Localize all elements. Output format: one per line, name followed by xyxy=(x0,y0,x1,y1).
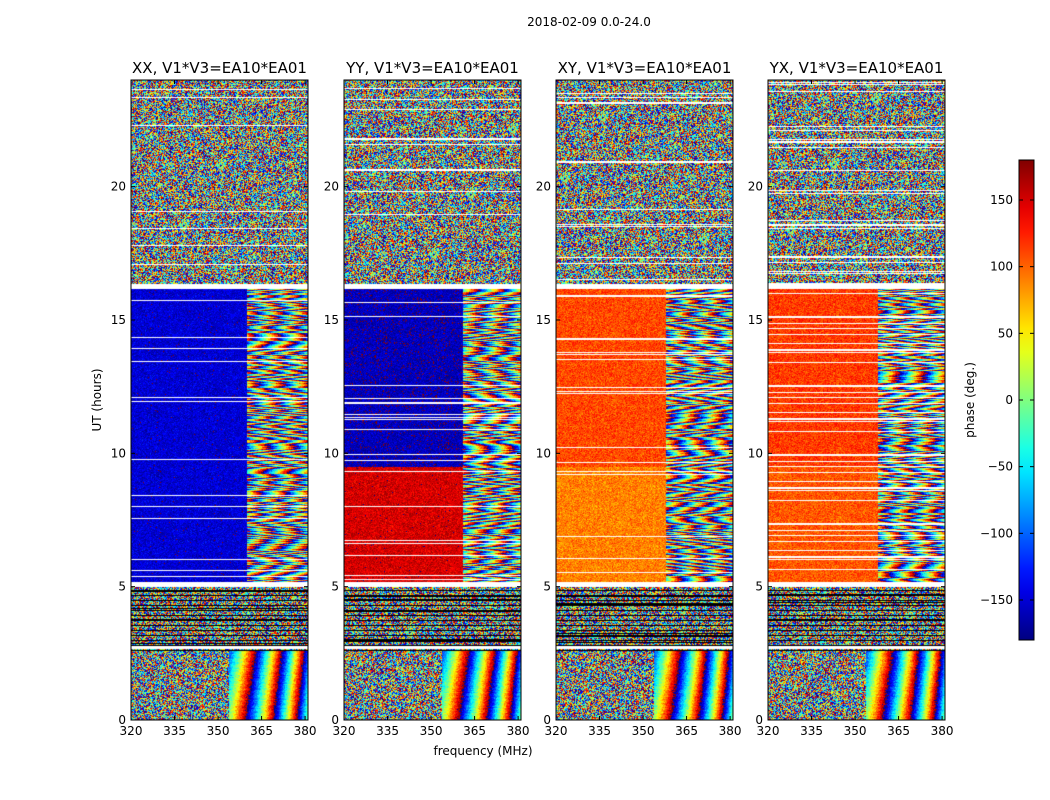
colorbar-tick-label: 150 xyxy=(990,193,1013,207)
x-tick-label: 335 xyxy=(800,724,823,738)
y-tick-label: 10 xyxy=(536,446,551,460)
x-tick-label: 350 xyxy=(844,724,867,738)
heatmap-yy xyxy=(344,80,521,720)
x-tick-label: 350 xyxy=(632,724,655,738)
x-tick-label: 320 xyxy=(757,724,780,738)
panel-title: XX, V1*V3=EA10*EA01 xyxy=(132,59,307,77)
y-tick-label: 15 xyxy=(536,313,551,327)
y-tick-label: 15 xyxy=(111,313,126,327)
x-tick-label: 380 xyxy=(507,724,530,738)
panel-xy: XY, V1*V3=EA10*EA01 320 335 350 365 380 0 5 10 15… xyxy=(536,59,742,738)
y-tick-label: 15 xyxy=(748,313,763,327)
x-tick-label: 350 xyxy=(207,724,230,738)
y-tick-label: 5 xyxy=(755,580,763,594)
y-tick-label: 0 xyxy=(755,713,763,727)
heatmap-xy xyxy=(556,80,733,720)
x-tick-label: 320 xyxy=(333,724,356,738)
y-axis-label: UT (hours) xyxy=(90,368,104,431)
x-tick-label: 365 xyxy=(463,724,486,738)
panel-title: YY, V1*V3=EA10*EA01 xyxy=(345,59,519,77)
x-tick-label: 380 xyxy=(931,724,954,738)
panel-xx: XX, V1*V3=EA10*EA01 320 335 350 365 380 0 5 10 15… xyxy=(111,59,317,738)
colorbar-tick-label: −50 xyxy=(988,460,1013,474)
panel-frame xyxy=(343,79,522,721)
x-tick-label: 365 xyxy=(250,724,273,738)
x-tick-label: 380 xyxy=(294,724,317,738)
heatmap-xx xyxy=(131,80,308,720)
x-tick-label: 320 xyxy=(545,724,568,738)
y-tick-label: 20 xyxy=(324,180,339,194)
y-tick-label: 20 xyxy=(748,180,763,194)
colorbar: 150 100 50 0 −50 −100 −150 xyxy=(980,159,1035,641)
y-tick-label: 10 xyxy=(111,446,126,460)
x-tick-label: 320 xyxy=(120,724,143,738)
y-tick-label: 0 xyxy=(331,713,339,727)
panel-frame xyxy=(555,79,734,721)
y-tick-label: 20 xyxy=(536,180,551,194)
panel-frame xyxy=(130,79,309,721)
colorbar-label: phase (deg.) xyxy=(963,362,977,438)
y-tick-label: 15 xyxy=(324,313,339,327)
x-tick-label: 335 xyxy=(163,724,186,738)
y-tick-label: 10 xyxy=(324,446,339,460)
panel-title: YX, V1*V3=EA10*EA01 xyxy=(769,59,944,77)
y-tick-label: 10 xyxy=(748,446,763,460)
panel-frame xyxy=(767,79,946,721)
colorbar-tick-label: 0 xyxy=(1005,393,1013,407)
y-tick-label: 20 xyxy=(111,180,126,194)
y-tick-label: 0 xyxy=(118,713,126,727)
y-tick-label: 5 xyxy=(331,580,339,594)
colorbar-tick-label: −100 xyxy=(980,526,1013,540)
colorbar-tick-label: 100 xyxy=(990,260,1013,274)
colorbar-tick-label: −150 xyxy=(980,593,1013,607)
y-tick-label: 5 xyxy=(543,580,551,594)
x-tick-label: 335 xyxy=(588,724,611,738)
x-tick-label: 335 xyxy=(376,724,399,738)
x-tick-label: 365 xyxy=(887,724,910,738)
panel-yy: YY, V1*V3=EA10*EA01 320 335 350 365 380 0 5 10 15… xyxy=(324,59,530,738)
panel-title: XY, V1*V3=EA10*EA01 xyxy=(558,59,732,77)
panels-group: XX, V1*V3=EA10*EA01 320 335 350 365 380 0 5 10 15… xyxy=(111,59,954,738)
heatmap-yx xyxy=(768,80,945,720)
y-tick-label: 5 xyxy=(118,580,126,594)
colorbar-tick-label: 50 xyxy=(998,326,1013,340)
figure-suptitle: 2018-02-09 0.0-24.0 xyxy=(527,15,651,29)
x-tick-label: 365 xyxy=(675,724,698,738)
x-tick-label: 380 xyxy=(719,724,742,738)
y-tick-label: 0 xyxy=(543,713,551,727)
panel-yx: YX, V1*V3=EA10*EA01 320 335 350 365 380 0 5 10 15… xyxy=(748,59,954,738)
x-axis-label: frequency (MHz) xyxy=(433,744,532,758)
x-tick-label: 350 xyxy=(420,724,443,738)
